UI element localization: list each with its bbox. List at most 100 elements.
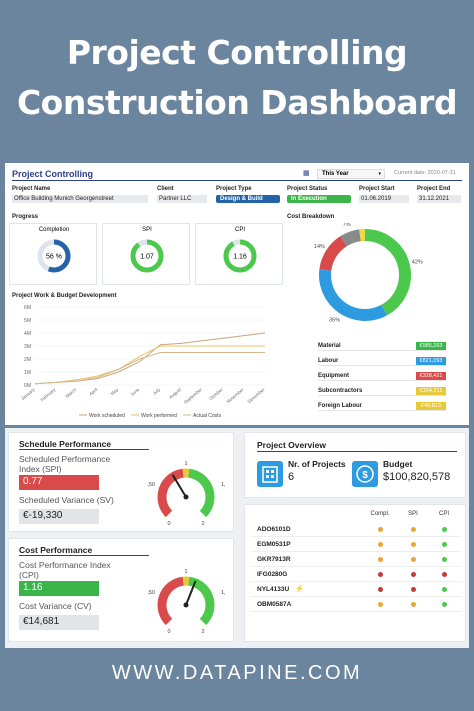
series-line [34,345,265,385]
spi-label: SPI [142,227,152,233]
table-header: Compl. [370,511,390,517]
y-tick-label: 1M [24,370,31,376]
client-label: Client [157,186,174,192]
cpi-value: 1.16 [233,254,247,261]
gauge-segment [187,468,215,518]
project-start: 01.06.2019 [359,195,409,203]
table-row[interactable]: OBM0587A [251,598,461,612]
x-tick-label: April [88,387,98,397]
project-end-label: Project End [417,186,451,192]
status-dot [378,602,383,607]
client-value: Partner LLC [157,195,207,203]
spi-card: SPI 1.07 [102,223,190,285]
gauge-segment [157,468,185,518]
status-dot [378,557,383,562]
gauge-label: 2 [201,521,204,527]
completion-label: Completion [38,227,70,233]
cost-row: Equipment €328,421 [318,371,446,381]
status-dot [378,542,383,547]
spi-index-label: Scheduled Performance Index (SPI) [19,454,111,474]
donut-slice [340,229,362,247]
table-row[interactable]: EGM0531P [251,538,461,552]
completion-card: Completion 56 % [9,223,97,285]
project-id: IFG0280G [257,571,288,578]
cpi-index-label: Cost Performance Index (CPI) [19,560,111,580]
cost-row-value: €49,813 [416,402,446,410]
budget-value: $100,820,578 [383,471,451,483]
table-row[interactable]: IFG0280G [251,568,461,582]
performance-panel: Schedule Performance Scheduled Performan… [5,428,469,648]
projects-table-card: Compl. SPI CPI ADO6101D EGM0531P GKR7913R IFG0… [244,504,466,642]
spi-gauge: 1 0,50 1,50 0 2 [147,461,225,527]
spi-value: 1.07 [140,254,154,261]
cost-row: Foreign Labour €49,813 [318,401,446,411]
y-tick-label: 4M [24,331,31,337]
chevron-down-icon: ▾ [378,171,381,177]
gauge-label: 1 [184,461,187,467]
cost-row-value: €985,263 [416,342,446,350]
project-status-label: Project Status [287,186,328,192]
dollar-icon: $ [352,461,378,487]
current-date: Current date: 2020-07-31 [394,170,456,176]
calendar-icon[interactable]: ▦ [303,170,310,177]
projects-count-label: Nr. of Projects [288,459,346,469]
cpi-ring: 1.16 [223,239,257,273]
cpi-index-value: 1.16 [19,581,99,596]
x-tick-label: October [208,387,224,401]
cost-row-label: Equipment [318,373,349,379]
alert-icon: ⚡ [295,586,304,593]
building-icon [257,461,283,487]
period-select[interactable]: This Year ▾ [317,169,385,179]
banner-line-2: Construction Dashboard [16,83,458,122]
legend-label: Work scheduled [89,413,125,419]
gauge-label: 0,50 [147,482,155,488]
cv-value: €14,681 [19,615,99,630]
project-id: ADO6101D [257,526,291,533]
cost-row: Subcontractors €164,211 [318,386,446,396]
table-row[interactable]: NYL4133U ⚡ [251,583,461,597]
cost-row: Material €985,263 [318,341,446,351]
donut-slice [319,236,348,272]
spi-index-value: 0.77 [19,475,99,490]
cost-row: Labour €821,093 [318,356,446,366]
status-dot [378,587,383,592]
table-row[interactable]: GKR7913R [251,553,461,567]
schedule-title: Schedule Performance [19,439,112,449]
project-id: GKR7913R [257,556,291,563]
project-id: NYL4133U [257,586,290,593]
y-tick-label: 2M [24,357,31,363]
sv-value: €-19,330 [19,509,99,524]
y-tick-label: 0M [24,383,31,389]
x-tick-label: November [226,387,245,404]
completion-value: 56 % [46,254,62,261]
cpi-label: CPI [234,227,245,233]
completion-ring: 56 % [37,239,71,273]
x-tick-label: December [247,387,266,404]
banner-line-1: Project Controlling [66,33,408,72]
overview-title: Project Overview [257,440,326,450]
gauge-label: 1,50 [221,590,225,596]
gauge-label: 0,50 [147,590,155,596]
gauge-label: 0 [167,629,170,635]
status-dot [442,557,447,562]
cost-row-label: Foreign Labour [318,403,362,409]
table-row[interactable]: ADO6101D [251,523,461,537]
banner-title: Project Controlling Construction Dashboa… [0,28,474,128]
cost-breakdown-title: Cost Breakdown [287,214,335,220]
status-dot [411,542,416,547]
donut-label: 14% [314,244,325,250]
gauge-needle [185,580,197,606]
period-value: This Year [322,171,349,177]
legend-label: Work performed [141,413,177,419]
project-type-label: Project Type [216,186,252,192]
status-dot [411,602,416,607]
cost-row-label: Material [318,343,341,349]
cpi-gauge: 1 0,50 1,50 0 2 [147,569,225,635]
cost-divider [19,555,149,556]
project-end: 31.12.2021 [417,195,461,203]
cost-row-value: €328,421 [416,372,446,380]
footer-url[interactable]: WWW.DATAPINE.COM [111,662,363,684]
schedule-divider [19,449,149,450]
donut-label: 2% [358,223,366,225]
